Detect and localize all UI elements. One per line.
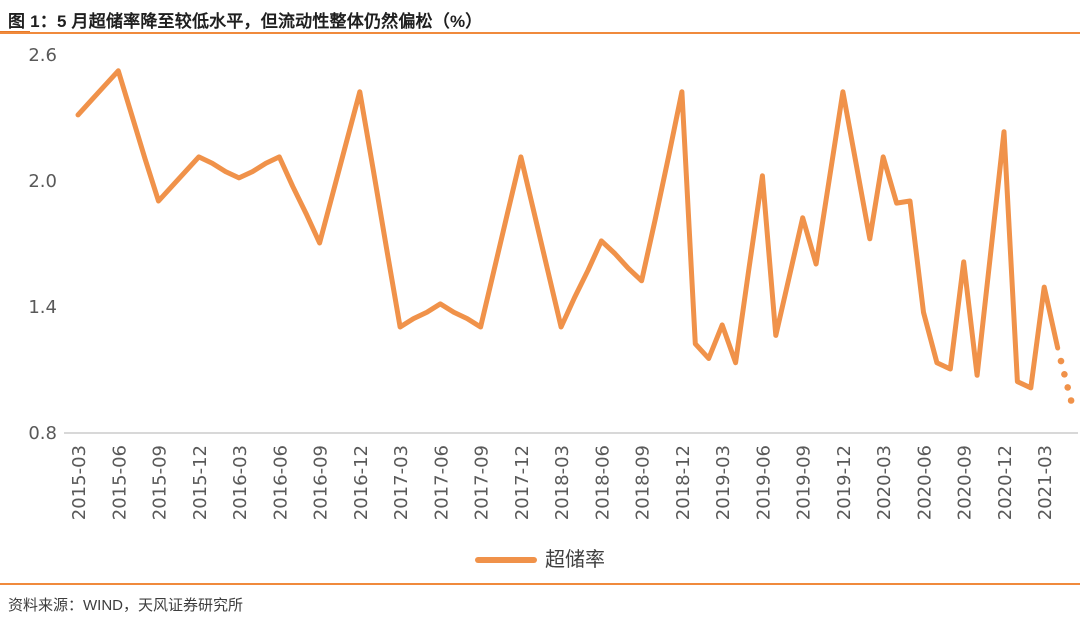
x-tick-label: 2018-06 <box>592 445 613 520</box>
title-divider <box>0 31 1080 34</box>
line-chart: 2.6 2.0 1.4 0.8 2015-03 2015-06 2015-09 2015-12… <box>28 45 1078 520</box>
legend-label: 超储率 <box>545 549 605 571</box>
figure-title: 图 1：5 月超储率降至较低水平，但流动性整体仍然偏松（%） <box>8 12 483 31</box>
forecast-dot <box>1064 384 1071 391</box>
x-tick-label: 2017-03 <box>391 445 412 520</box>
source-note: 资料来源：WIND，天风证券研究所 <box>8 597 243 614</box>
legend: 超储率 <box>0 544 1080 576</box>
y-tick-label: 0.8 <box>28 423 57 444</box>
x-tick-label: 2017-06 <box>431 445 452 520</box>
footer-divider <box>0 583 1080 585</box>
title-divider-bar <box>0 32 1080 34</box>
x-tick-label: 2015-12 <box>190 445 211 520</box>
x-tick-label: 2015-06 <box>109 445 130 520</box>
forecast-dot <box>1061 371 1068 378</box>
y-tick-label: 2.0 <box>28 171 57 192</box>
y-tick-label: 1.4 <box>28 297 57 318</box>
x-tick-label: 2020-06 <box>915 445 936 520</box>
x-tick-label: 2016-06 <box>270 445 291 520</box>
x-tick-label: 2017-09 <box>472 445 493 520</box>
x-tick-label: 2016-03 <box>230 445 251 520</box>
x-tick-label: 2016-12 <box>351 445 372 520</box>
x-tick-label: 2020-12 <box>995 445 1016 520</box>
legend-line-swatch <box>475 557 537 563</box>
x-tick-label: 2018-03 <box>552 445 573 520</box>
series-line <box>75 68 1061 391</box>
x-tick-label: 2019-09 <box>794 445 815 520</box>
x-tick-label: 2020-09 <box>955 445 976 520</box>
forecast-dot <box>1067 397 1075 404</box>
x-tick-label: 2020-03 <box>874 445 895 520</box>
x-tick-label: 2019-12 <box>834 445 855 520</box>
x-tick-label: 2018-12 <box>673 445 694 520</box>
x-tick-label: 2015-03 <box>69 445 90 520</box>
y-tick-label: 2.6 <box>28 45 57 66</box>
x-tick-label: 2015-09 <box>150 445 171 520</box>
x-tick-label: 2018-09 <box>633 445 654 520</box>
x-tick-label: 2017-12 <box>512 445 533 520</box>
x-tick-label: 2019-06 <box>753 445 774 520</box>
x-tick-label: 2021-03 <box>1035 445 1056 520</box>
x-tick-label: 2016-09 <box>311 445 332 520</box>
x-tick-label: 2019-03 <box>713 445 734 520</box>
forecast-dot <box>1057 357 1065 365</box>
